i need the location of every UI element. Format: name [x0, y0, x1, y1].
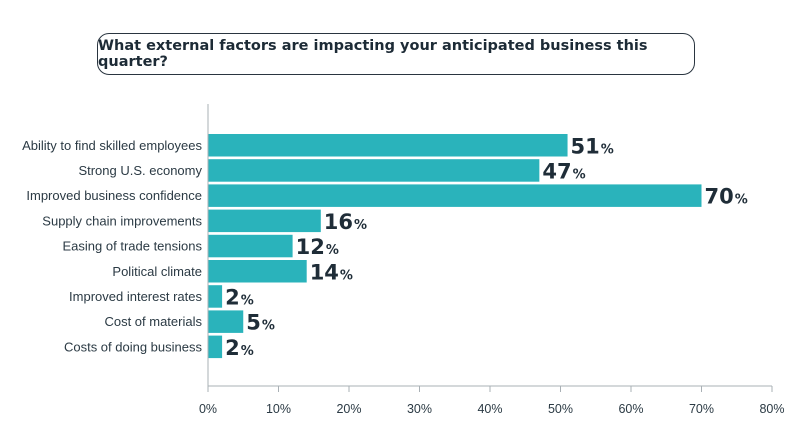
x-tick-label: 70% [689, 402, 714, 416]
value-label: 12% [296, 235, 339, 259]
value-percent: % [241, 344, 254, 359]
value-label: 47% [542, 159, 585, 183]
value-labels-group: 51%47%70%16%12%14%2%5%2% [225, 134, 748, 360]
value-number: 51 [571, 134, 600, 158]
x-tick-label: 30% [407, 402, 432, 416]
x-tick-label: 60% [618, 402, 643, 416]
bar-3 [208, 209, 321, 233]
value-label: 16% [324, 210, 367, 234]
value-percent: % [601, 142, 614, 157]
value-percent: % [735, 193, 748, 208]
x-tick-label: 0% [199, 402, 217, 416]
bar-4 [208, 234, 293, 258]
value-percent: % [354, 218, 367, 233]
bar-5 [208, 260, 307, 283]
category-label: Cost of materials [104, 314, 202, 329]
value-number: 16 [324, 210, 353, 234]
x-tick-label: 10% [266, 402, 291, 416]
category-label: Improved interest rates [69, 289, 202, 304]
value-number: 2 [225, 285, 240, 309]
bar-1 [208, 159, 540, 182]
category-label: Costs of doing business [64, 339, 203, 354]
value-number: 14 [310, 260, 339, 284]
value-number: 2 [225, 336, 240, 360]
value-number: 70 [705, 185, 734, 209]
bars-group [208, 134, 702, 359]
value-label: 51% [571, 134, 614, 158]
value-label: 2% [225, 285, 254, 309]
value-percent: % [340, 268, 353, 283]
value-percent: % [241, 293, 254, 308]
bar-0 [208, 134, 568, 157]
category-label: Political climate [112, 264, 202, 279]
category-label: Improved business confidence [26, 188, 202, 203]
value-percent: % [573, 167, 586, 182]
x-tick-label: 20% [336, 402, 361, 416]
category-labels-group: Ability to find skilled employees Strong … [22, 138, 202, 355]
x-axis-group: 0% 10% 20% 30% 40% 50% 60% 70% 80% [199, 104, 785, 416]
value-label: 2% [225, 336, 254, 360]
bar-7 [208, 310, 244, 333]
x-tick-label: 40% [477, 402, 502, 416]
value-number: 12 [296, 235, 325, 259]
category-label: Easing of trade tensions [63, 239, 203, 254]
value-percent: % [262, 319, 275, 334]
x-tick-label: 80% [759, 402, 784, 416]
value-label: 70% [705, 185, 748, 209]
bar-6 [208, 285, 223, 308]
category-label: Supply chain improvements [42, 213, 202, 228]
value-number: 47 [542, 159, 571, 183]
chart-title: What external factors are impacting your… [97, 33, 695, 75]
value-number: 5 [246, 311, 261, 335]
category-label: Strong U.S. economy [78, 163, 202, 178]
bar-2 [208, 184, 702, 207]
bar-8 [208, 335, 223, 359]
x-tick-label: 50% [548, 402, 573, 416]
value-percent: % [326, 243, 339, 258]
category-label: Ability to find skilled employees [22, 138, 202, 153]
value-label: 5% [246, 311, 275, 335]
value-label: 14% [310, 260, 353, 284]
